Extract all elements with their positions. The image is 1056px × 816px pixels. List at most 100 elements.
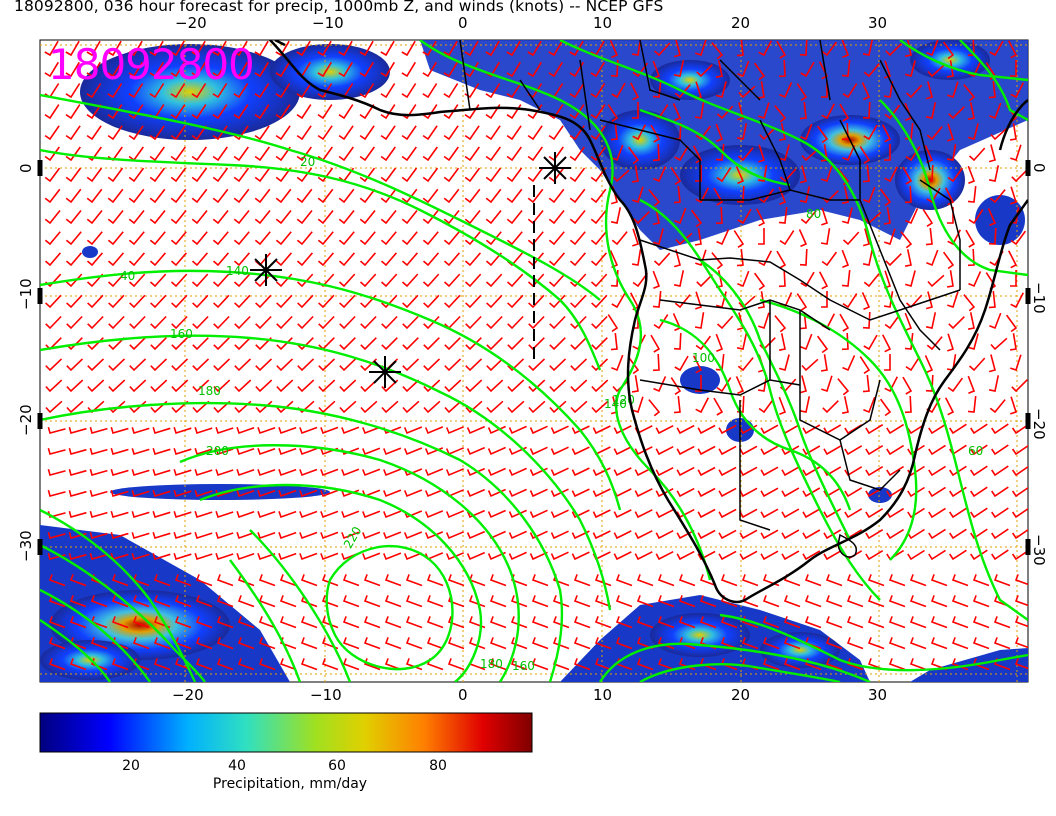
wind-barb <box>591 315 608 330</box>
wind-barb <box>191 146 207 162</box>
wind-barb <box>634 551 653 561</box>
wind-barb <box>904 60 916 77</box>
wind-barb <box>1010 292 1025 309</box>
wind-barb <box>468 637 486 650</box>
wind-barb <box>487 509 506 519</box>
wind-barb <box>1010 354 1022 372</box>
wind-barb <box>837 168 850 186</box>
wind-barb <box>733 230 745 248</box>
wind-barb <box>464 273 482 288</box>
wind-barb <box>466 425 486 435</box>
wind-barb <box>507 400 525 414</box>
wind-barb <box>715 81 727 98</box>
wind-barb <box>762 595 780 608</box>
wind-barb <box>862 101 871 119</box>
wind-barb <box>884 354 891 371</box>
wind-barb <box>989 102 1002 120</box>
wind-barb <box>296 252 314 267</box>
wind-barb <box>529 446 548 456</box>
wind-barb <box>636 595 654 608</box>
wind-barb <box>648 399 661 417</box>
wind-barb <box>972 574 990 587</box>
wind-barb <box>485 210 502 225</box>
coastlines <box>269 40 1028 604</box>
wind-barb <box>571 530 590 540</box>
wind-barb <box>800 333 813 351</box>
wind-barb <box>447 616 465 629</box>
wind-barb <box>699 574 717 587</box>
wind-barb <box>510 637 528 650</box>
wind-barb <box>925 291 933 310</box>
wind-barb <box>508 551 527 561</box>
wind-barb <box>402 379 420 393</box>
wind-barb <box>926 336 943 351</box>
wind-barb <box>380 83 396 99</box>
wind-barb <box>257 531 276 540</box>
wind-barb <box>506 231 523 246</box>
wind-barb <box>489 574 507 587</box>
wind-barb <box>865 550 884 561</box>
wind-barb <box>925 81 933 100</box>
wind-barb <box>802 445 821 456</box>
wind-barb <box>883 291 894 308</box>
wind-barb <box>650 124 661 143</box>
wind-barb <box>191 231 208 246</box>
wind-barb <box>949 507 967 519</box>
wind-barb <box>444 294 461 309</box>
wind-barb <box>825 595 843 608</box>
svg-text:0: 0 <box>458 14 468 32</box>
wind-barb <box>781 445 800 456</box>
wind-barb <box>506 125 522 141</box>
wind-barb <box>799 102 807 120</box>
wind-barb <box>466 551 486 561</box>
wind-barb <box>443 61 458 78</box>
wind-barb <box>191 167 208 183</box>
wind-barb <box>904 395 912 414</box>
wind-barb <box>821 375 833 393</box>
wind-barb <box>590 210 607 225</box>
wind-barb <box>107 40 122 57</box>
wind-barb <box>341 531 360 540</box>
wind-barb <box>548 104 564 120</box>
wind-barb <box>149 167 166 183</box>
wind-barb <box>652 353 660 372</box>
wind-barb <box>233 125 249 141</box>
wind-barb <box>886 423 905 435</box>
wind-barb <box>779 82 793 99</box>
wind-barb <box>423 358 441 372</box>
wind-barb <box>486 358 504 372</box>
wind-barb <box>233 167 250 183</box>
wind-barb <box>215 511 234 519</box>
wind-barb <box>362 468 381 477</box>
wind-barb <box>317 210 334 225</box>
wind-barb <box>776 250 787 269</box>
wind-barb <box>842 83 858 99</box>
contour-label: 60 <box>968 444 983 458</box>
wind-barb <box>627 356 640 375</box>
wind-barb <box>131 448 150 455</box>
wind-barb <box>531 574 549 587</box>
wind-barb <box>276 358 294 372</box>
wind-barb <box>254 125 270 141</box>
wind-barb <box>670 377 682 395</box>
wind-barb <box>760 424 779 435</box>
wind-barb <box>590 83 606 99</box>
wind-barb <box>318 358 336 372</box>
wind-barb <box>800 271 815 288</box>
wind-barb <box>299 510 318 519</box>
wind-barb <box>359 231 376 246</box>
wind-barb <box>342 658 360 671</box>
wind-barb <box>107 188 124 204</box>
wind-barb <box>424 468 444 477</box>
wind-barb <box>801 358 819 372</box>
wind-barb <box>755 208 766 227</box>
wind-barb <box>173 469 192 477</box>
wind-barb <box>839 313 850 332</box>
wind-barb <box>718 466 737 477</box>
wind-barb <box>821 251 838 267</box>
wind-barb <box>233 83 249 99</box>
wind-barb <box>485 252 503 267</box>
wind-barb <box>363 616 381 629</box>
wind-barb <box>234 379 252 393</box>
wind-barb <box>110 447 129 455</box>
